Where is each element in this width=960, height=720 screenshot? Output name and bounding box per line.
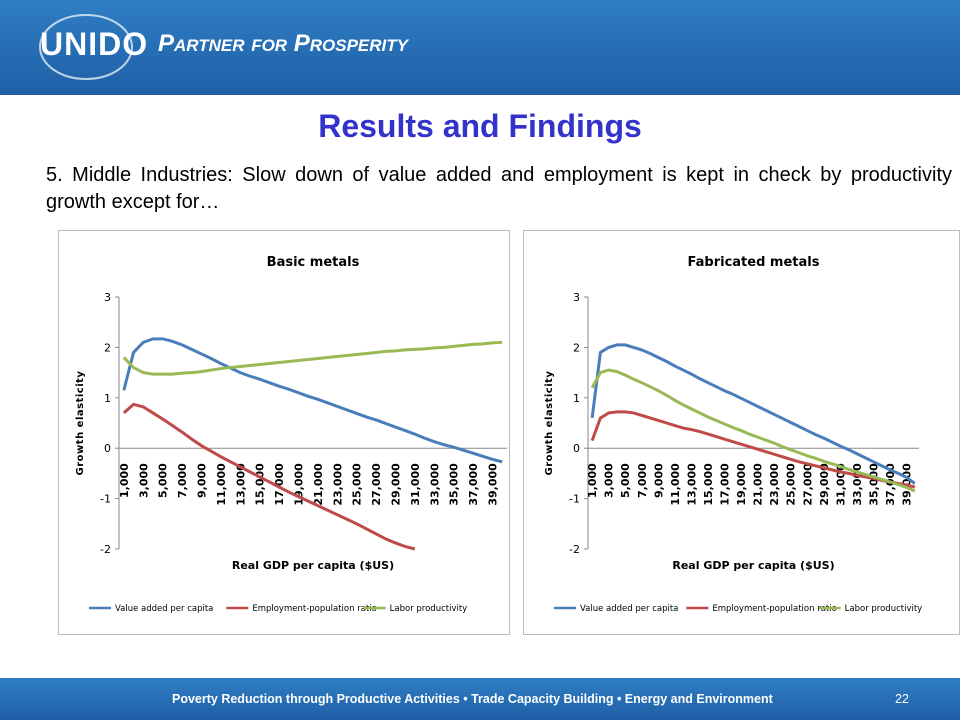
x-tick-label: 21,000 — [752, 463, 765, 506]
logo-wreath — [39, 14, 133, 80]
x-tick-label: 9,000 — [195, 463, 208, 498]
x-tick-label: 35,000 — [448, 463, 461, 506]
legend-label: Labor productivity — [845, 604, 923, 614]
y-tick-label: 1 — [573, 392, 580, 405]
x-tick-label: 11,000 — [215, 463, 228, 506]
x-tick-label: 27,000 — [370, 463, 383, 506]
legend-label: Value added per capita — [580, 604, 678, 614]
series-line — [590, 343, 916, 485]
x-tick-label: 37,000 — [884, 463, 897, 506]
tagline: Partner for Prosperity — [158, 30, 408, 57]
x-tick-label: 39,000 — [486, 463, 499, 506]
x-tick-label: 21,000 — [312, 463, 325, 506]
x-tick-label: 35,000 — [867, 463, 880, 506]
slide-title: Results and Findings — [318, 108, 642, 144]
y-axis-label: Growth elasticity — [75, 371, 86, 476]
y-tick-label: 0 — [573, 442, 580, 455]
x-tick-label: 7,000 — [636, 463, 649, 498]
x-tick-label: 1,000 — [586, 463, 599, 498]
series-line — [122, 402, 416, 551]
footer-bar: Poverty Reduction through Productive Act… — [0, 678, 960, 720]
org-name: UNIDO — [40, 26, 149, 62]
series-line — [122, 337, 503, 464]
x-tick-label: 23,000 — [331, 463, 344, 506]
series-line — [122, 340, 503, 376]
y-tick-label: 3 — [104, 291, 111, 304]
x-tick-label: 25,000 — [351, 463, 364, 506]
x-tick-label: 7,000 — [176, 463, 189, 498]
y-tick-label: 1 — [104, 392, 111, 405]
series-line — [590, 368, 916, 493]
x-tick-label: 25,000 — [785, 463, 798, 506]
page-number: 22 — [895, 692, 909, 706]
y-axis-label: Growth elasticity — [544, 371, 555, 476]
x-tick-label: 3,000 — [603, 463, 616, 498]
x-tick-label: 19,000 — [735, 463, 748, 506]
legend-label: Labor productivity — [390, 604, 468, 614]
legend-label: Employment-population ratio — [252, 604, 376, 614]
x-tick-label: 5,000 — [619, 463, 632, 498]
y-tick-label: 2 — [104, 341, 111, 354]
legend-label: Employment-population ratio — [712, 604, 836, 614]
x-tick-label: 15,000 — [702, 463, 715, 506]
x-tick-label: 17,000 — [273, 463, 286, 506]
x-tick-label: 31,000 — [409, 463, 422, 506]
x-tick-label: 33,000 — [428, 463, 441, 506]
chart: Basic metals Growth elasticity Real GDP pe… — [58, 230, 510, 635]
chart-title: Basic metals — [267, 255, 360, 270]
series-line — [590, 410, 916, 489]
x-axis-label: Real GDP per capita ($US) — [232, 559, 394, 572]
y-tick-label: 3 — [573, 291, 580, 304]
header-bar: UNIDO Partner for Prosperity — [0, 0, 960, 95]
x-tick-label: 11,000 — [669, 463, 682, 506]
x-tick-label: 15,000 — [254, 463, 267, 506]
x-tick-label: 29,000 — [818, 463, 831, 506]
body-text: 5. Middle Industries: Slow down of value… — [46, 164, 952, 213]
y-tick-label: -1 — [569, 493, 580, 506]
y-tick-label: -2 — [569, 543, 580, 556]
y-tick-label: -2 — [100, 543, 111, 556]
footer-text: Poverty Reduction through Productive Act… — [172, 692, 773, 706]
y-tick-label: 2 — [573, 341, 580, 354]
x-tick-label: 1,000 — [118, 463, 131, 498]
x-axis-label: Real GDP per capita ($US) — [672, 559, 834, 572]
y-tick-label: 0 — [104, 442, 111, 455]
legend-label: Value added per capita — [115, 604, 213, 614]
x-tick-label: 5,000 — [157, 463, 170, 498]
x-tick-label: 37,000 — [467, 463, 480, 506]
chart: Fabricated metals Growth elasticity Real G… — [523, 230, 960, 635]
x-tick-label: 13,000 — [685, 463, 698, 506]
x-tick-label: 27,000 — [801, 463, 814, 506]
chart-title: Fabricated metals — [688, 255, 820, 270]
x-tick-label: 9,000 — [652, 463, 665, 498]
x-tick-label: 17,000 — [719, 463, 732, 506]
x-tick-label: 13,000 — [234, 463, 247, 506]
x-tick-label: 29,000 — [389, 463, 402, 506]
x-tick-label: 23,000 — [768, 463, 781, 506]
y-tick-label: -1 — [100, 493, 111, 506]
x-tick-label: 3,000 — [137, 463, 150, 498]
